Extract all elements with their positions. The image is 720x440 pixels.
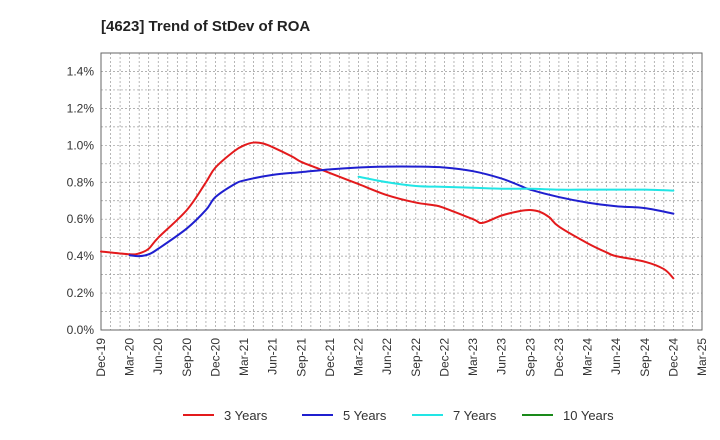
series-line-7-years: [357, 175, 675, 192]
plot-background: [101, 53, 702, 330]
y-tick-label: 1.0%: [67, 138, 95, 152]
legend: 3 Years 5 Years 7 Years 10 Years: [183, 408, 614, 423]
x-tick-label: Mar-22: [352, 338, 366, 376]
y-tick-label: 0.8%: [67, 175, 95, 189]
x-tick-label: Dec-21: [323, 338, 337, 377]
x-tick-label: Sep-21: [294, 338, 308, 377]
x-tick-label: Jun-21: [266, 338, 280, 375]
x-tick-label: Dec-20: [208, 338, 222, 377]
y-tick-label: 0.4%: [67, 249, 95, 263]
series-line-5-years: [128, 165, 675, 258]
x-tick-label: Sep-20: [180, 338, 194, 377]
plot-area: 0.0% 0.2% 0.4% 0.6% 0.8% 1.0% 1.2% 1.4% Dec-19 Ma…: [67, 52, 709, 377]
x-tick-label: Dec-22: [437, 338, 451, 377]
x-tick-label: Jun-22: [380, 338, 394, 375]
x-tick-label: Jun-24: [609, 338, 623, 375]
x-tick-label: Jun-23: [495, 338, 509, 375]
x-tick-label: Mar-20: [123, 338, 137, 376]
x-tick-label: Dec-19: [94, 338, 108, 377]
y-tick-label: 1.4%: [67, 64, 95, 78]
x-tick-label: Sep-23: [523, 338, 537, 377]
x-tick-label: Mar-23: [466, 338, 480, 376]
y-tick-label: 0.2%: [67, 286, 95, 300]
legend-label-7-years: 7 Years: [453, 408, 497, 423]
series-line-3-years: [100, 141, 675, 280]
legend-label-5-years: 5 Years: [343, 408, 387, 423]
x-tick-label: Sep-22: [409, 338, 423, 377]
chart-title: [4623] Trend of StDev of ROA: [101, 18, 310, 35]
x-tick-label: Mar-21: [237, 338, 251, 376]
y-tick-label: 0.0%: [67, 323, 95, 337]
x-tick-label: Mar-24: [581, 338, 595, 376]
x-tick-label: Dec-23: [552, 338, 566, 377]
legend-label-3-years: 3 Years: [224, 408, 268, 423]
x-tick-label: Sep-24: [638, 338, 652, 377]
x-tick-label: Dec-24: [666, 338, 680, 377]
y-tick-label: 0.6%: [67, 212, 95, 226]
plot-frame: [100, 52, 703, 331]
y-tick-label: 1.2%: [67, 101, 95, 115]
legend-label-10-years: 10 Years: [563, 408, 614, 423]
x-tick-label: Mar-25: [695, 338, 709, 376]
x-tick-label: Jun-20: [151, 338, 165, 375]
